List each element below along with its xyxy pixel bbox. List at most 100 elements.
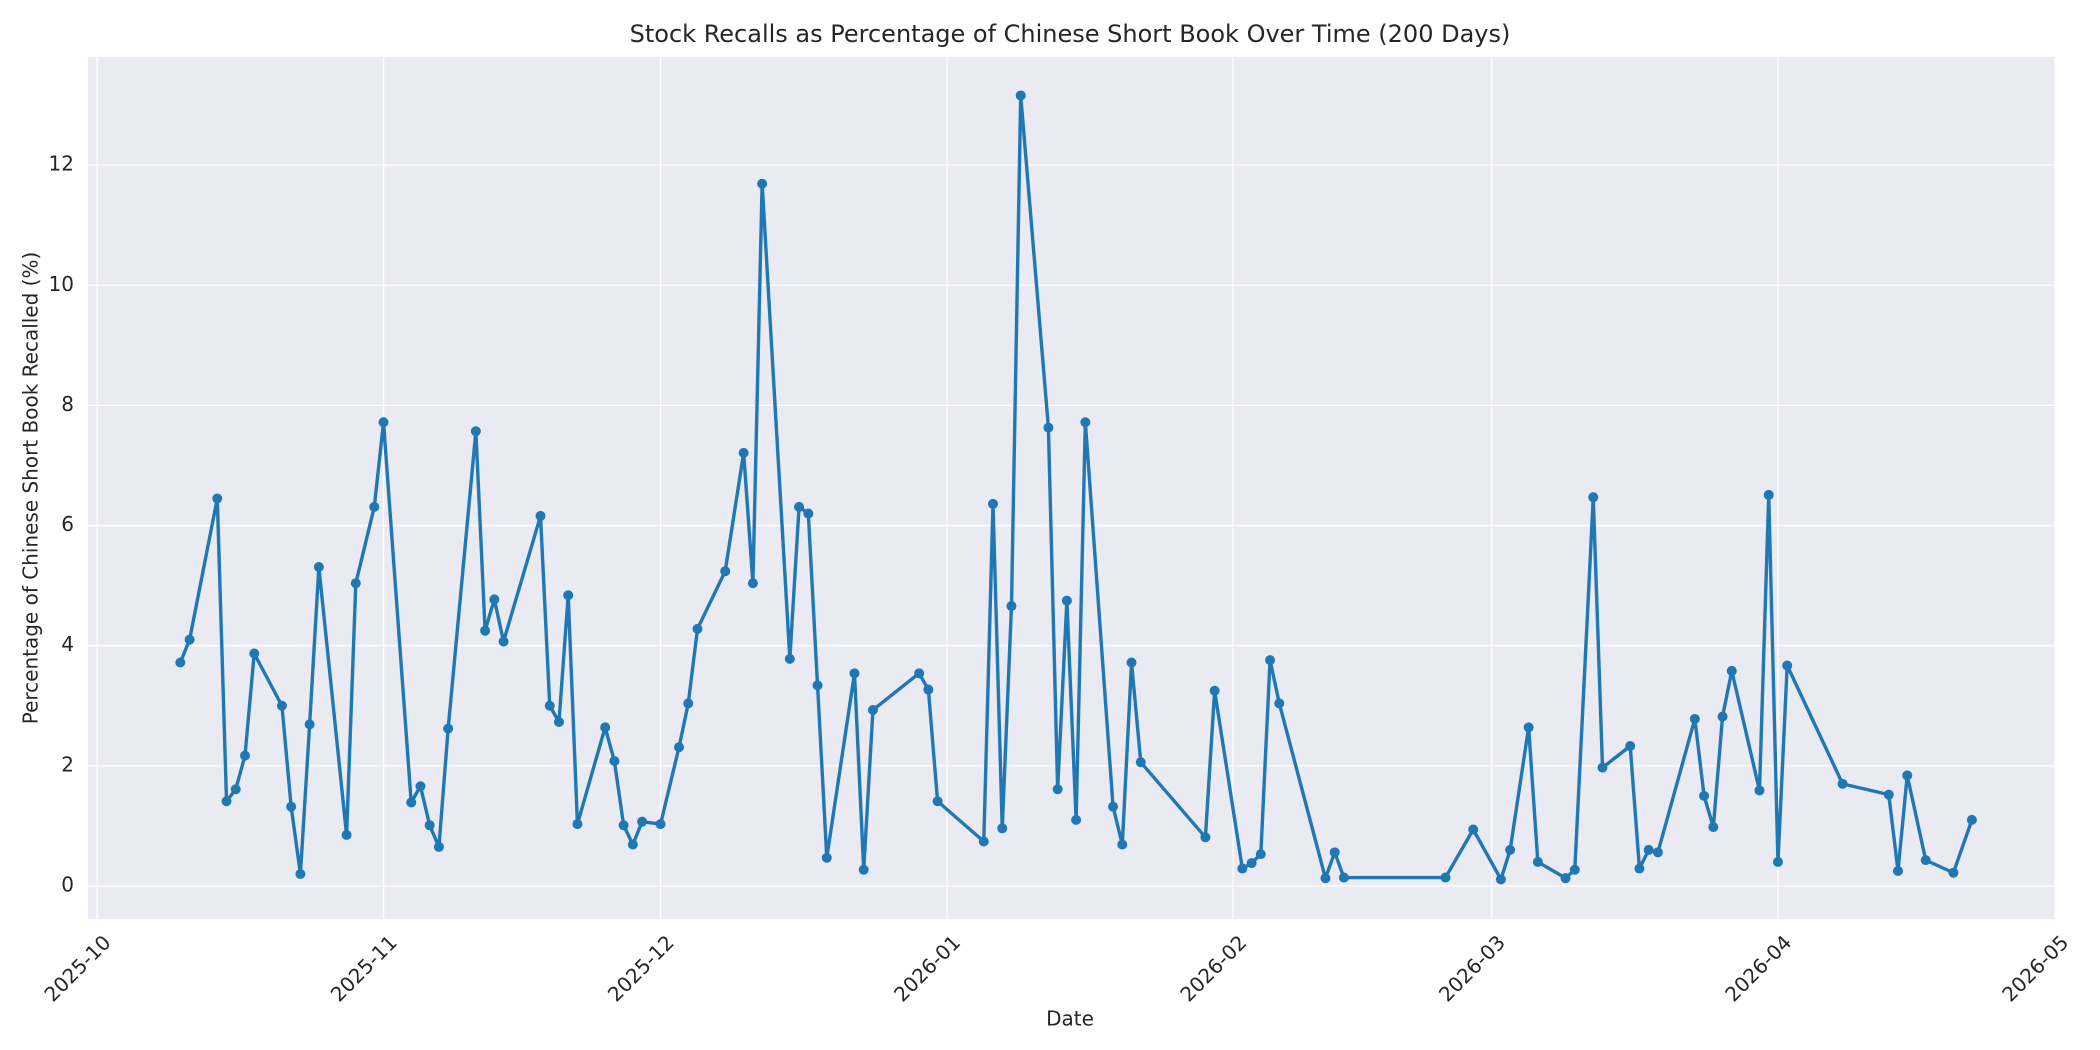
- data-point: [674, 742, 685, 753]
- data-point: [757, 178, 768, 189]
- y-tick-label: 12: [49, 152, 74, 176]
- data-point: [1837, 778, 1848, 789]
- data-point: [1532, 856, 1543, 867]
- data-point: [803, 508, 814, 519]
- data-point: [655, 819, 666, 830]
- data-point: [433, 841, 444, 852]
- data-point: [443, 723, 454, 734]
- data-point: [221, 796, 232, 807]
- data-point: [1440, 872, 1451, 883]
- data-point: [1043, 422, 1054, 433]
- x-axis-label: Date: [1046, 1007, 1094, 1031]
- data-point: [1708, 822, 1719, 833]
- y-tick-label: 4: [61, 632, 74, 656]
- plot-area: [88, 57, 2055, 919]
- data-point: [1588, 492, 1599, 503]
- data-point: [1689, 713, 1700, 724]
- data-point: [609, 756, 620, 767]
- data-point: [1966, 814, 1977, 825]
- data-point: [1495, 874, 1506, 885]
- x-tick-label: 2025-11: [326, 930, 402, 1006]
- data-point: [553, 716, 564, 727]
- data-point: [369, 501, 380, 512]
- x-tick-label: 2026-04: [1720, 930, 1796, 1006]
- data-point: [932, 796, 943, 807]
- data-point: [849, 668, 860, 679]
- data-point: [1560, 873, 1571, 884]
- data-point: [1320, 873, 1331, 884]
- data-point: [1569, 864, 1580, 875]
- data-point: [821, 852, 832, 863]
- y-axis-label: Percentage of Chinese Short Book Recalle…: [19, 252, 43, 725]
- data-point: [1255, 849, 1266, 860]
- data-point: [572, 819, 583, 830]
- data-point: [1597, 762, 1608, 773]
- data-point: [424, 820, 435, 831]
- data-point: [1071, 814, 1082, 825]
- data-point: [295, 868, 306, 879]
- data-point: [544, 700, 555, 711]
- data-point: [1717, 711, 1728, 722]
- data-point: [286, 801, 297, 812]
- x-tick-label: 2025-12: [603, 930, 679, 1006]
- data-point: [1754, 785, 1765, 796]
- y-tick-label: 2: [61, 752, 74, 776]
- chart-title: Stock Recalls as Percentage of Chinese S…: [630, 20, 1511, 48]
- data-point: [406, 797, 417, 808]
- data-point: [1902, 770, 1913, 781]
- y-tick-label: 8: [61, 392, 74, 416]
- data-point: [914, 668, 925, 679]
- data-point: [350, 578, 361, 589]
- data-point: [313, 561, 324, 572]
- x-tick-label: 2025-10: [39, 930, 115, 1006]
- data-point: [812, 680, 823, 691]
- data-point: [1893, 865, 1904, 876]
- data-point: [230, 784, 241, 795]
- data-point: [692, 623, 703, 634]
- data-point: [239, 750, 250, 761]
- data-point: [563, 590, 574, 601]
- data-point: [1920, 855, 1931, 866]
- data-point: [1135, 757, 1146, 768]
- data-point: [184, 634, 195, 645]
- data-point: [304, 719, 315, 730]
- data-point: [1634, 863, 1645, 874]
- data-point: [489, 594, 500, 605]
- data-point: [1080, 417, 1091, 428]
- data-point: [1782, 660, 1793, 671]
- data-point: [212, 493, 223, 504]
- data-point: [1200, 832, 1211, 843]
- x-tick-label: 2026-01: [889, 930, 965, 1006]
- data-point: [1883, 789, 1894, 800]
- x-tick-label: 2026-02: [1175, 930, 1251, 1006]
- data-point: [997, 823, 1008, 834]
- data-point: [1246, 858, 1257, 869]
- data-point: [794, 501, 805, 512]
- data-point: [720, 566, 731, 577]
- data-point: [1652, 847, 1663, 858]
- data-point: [988, 498, 999, 509]
- data-point: [867, 704, 878, 715]
- data-point: [535, 510, 546, 521]
- data-point: [1625, 740, 1636, 751]
- y-tick-label: 0: [61, 872, 74, 896]
- data-point: [627, 839, 638, 850]
- data-point: [738, 447, 749, 458]
- data-point: [378, 417, 389, 428]
- data-point: [1117, 839, 1128, 850]
- data-point: [1772, 856, 1783, 867]
- data-point: [1505, 844, 1516, 855]
- data-point: [683, 698, 694, 709]
- data-point: [1237, 863, 1248, 874]
- data-point: [341, 829, 352, 840]
- data-point: [1006, 601, 1017, 612]
- data-point: [858, 864, 869, 875]
- data-point: [1699, 790, 1710, 801]
- data-point: [1726, 665, 1737, 676]
- data-point: [175, 657, 186, 668]
- data-point: [784, 653, 795, 664]
- data-point: [249, 648, 260, 659]
- data-point: [1108, 801, 1119, 812]
